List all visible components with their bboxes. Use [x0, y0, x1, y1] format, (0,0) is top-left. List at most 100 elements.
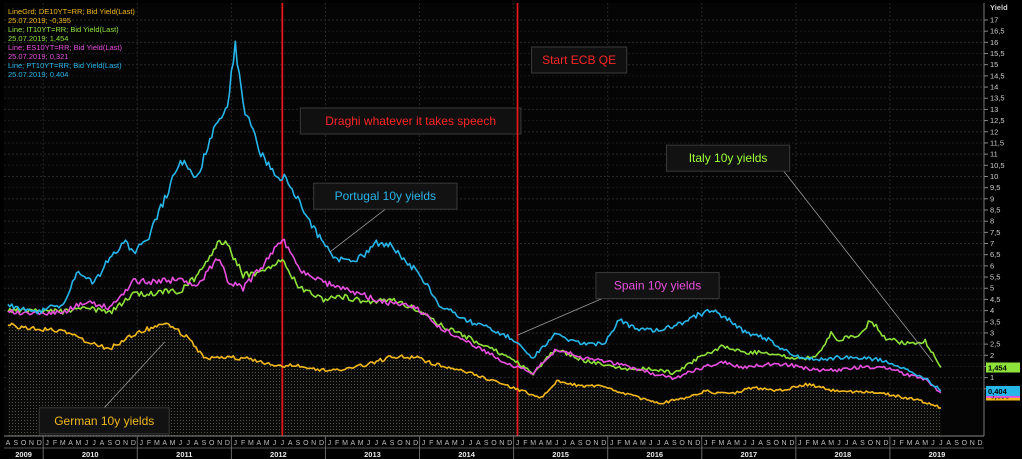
annotation-label: Spain 10y yields [614, 279, 701, 293]
legend-value: 25.07.2019; 1,454 [8, 34, 68, 43]
x-month-label: A [351, 440, 356, 447]
y-tick-label: 5 [990, 284, 994, 293]
x-year-label: 2012 [270, 450, 287, 459]
x-month-label: A [539, 440, 544, 447]
x-month-label: A [68, 440, 73, 447]
x-month-label: J [139, 440, 143, 447]
y-tick-label: 6 [990, 261, 994, 270]
y-tick-label: 2 [990, 351, 994, 360]
x-month-label: D [507, 440, 512, 447]
x-month-label: A [727, 440, 732, 447]
grid [4, 3, 984, 436]
y-tick-label: 13 [990, 105, 998, 114]
x-month-label: A [915, 440, 920, 447]
x-month-label: M [264, 440, 270, 447]
x-month-label: J [186, 440, 190, 447]
y-tick-label: 10,5 [990, 161, 1005, 170]
x-month-label: F [900, 440, 904, 447]
x-month-label: F [805, 440, 809, 447]
x-month-label: O [397, 440, 403, 447]
x-month-label: J [892, 440, 896, 447]
annotation-box [665, 144, 791, 172]
x-month-label: N [29, 440, 34, 447]
x-month-label: S [578, 440, 583, 447]
x-month-label: S [766, 440, 771, 447]
x-month-label: D [978, 440, 983, 447]
legend-value: 25.07.2019; -0,395 [8, 16, 71, 25]
x-month-label: M [546, 440, 552, 447]
x-month-label: J [469, 440, 473, 447]
x-month-label: F [147, 440, 151, 447]
y-tick-label: 4 [990, 306, 994, 315]
x-month-label: M [170, 440, 176, 447]
x-year-label: 2018 [835, 450, 852, 459]
annotation-leader [329, 208, 386, 253]
x-month-label: O [962, 440, 968, 447]
annotation-box [313, 182, 458, 210]
legend-value: 25.07.2019; 0,321 [8, 52, 68, 61]
x-month-label: J [375, 440, 379, 447]
x-month-label: A [194, 440, 199, 447]
x-month-label: M [342, 440, 348, 447]
x-month-label: F [53, 440, 57, 447]
x-month-label: J [939, 440, 943, 447]
x-month-label: O [21, 440, 27, 447]
x-year-label: 2016 [646, 450, 663, 459]
last-value-text-it: 1,454 [988, 363, 1008, 372]
x-month-label: N [970, 440, 975, 447]
y-tick-label: 12,5 [990, 116, 1005, 125]
y-tick-label: 14 [990, 83, 998, 92]
x-month-label: J [422, 440, 426, 447]
event-lines: Draghi whatever it takes speech Start ECB… [281, 3, 628, 436]
x-month-label: S [108, 440, 113, 447]
x-month-label: S [954, 440, 959, 447]
x-month-label: A [570, 440, 575, 447]
x-month-label: O [585, 440, 591, 447]
x-year-label: 2010 [82, 450, 99, 459]
x-month-label: J [798, 440, 802, 447]
x-month-label: D [789, 440, 794, 447]
x-month-label: A [382, 440, 387, 447]
y-tick-label: 11,5 [990, 138, 1004, 147]
x-month-label: M [530, 440, 536, 447]
y-tick-label: 10 [990, 172, 998, 181]
y-tick-label: 9,5 [990, 183, 1000, 192]
x-month-label: F [429, 440, 433, 447]
annotation-leader [783, 170, 934, 363]
x-month-label: S [484, 440, 489, 447]
x-month-label: M [248, 440, 254, 447]
y-tick-label: 6,5 [990, 250, 1000, 259]
x-year-label: 2019 [929, 450, 946, 459]
annotation-box [38, 407, 170, 435]
x-month-label: J [555, 440, 559, 447]
legend: LineGrd; DE10YT=RR; Bid Yield(Last)25.07… [8, 7, 135, 79]
annotation-label: Portugal 10y yields [335, 189, 436, 203]
x-month-label: J [610, 440, 614, 447]
x-month-label: M [154, 440, 160, 447]
x-month-label: S [672, 440, 677, 447]
x-month-label: A [162, 440, 167, 447]
x-month-label: J [273, 440, 277, 447]
y-tick-label: 7 [990, 239, 994, 248]
x-month-label: M [624, 440, 630, 447]
series-line-de [7, 322, 942, 409]
annotation-label: Italy 10y yields [689, 151, 768, 165]
x-month-label: D [319, 440, 324, 447]
x-month-label: D [413, 440, 418, 447]
x-month-label: A [288, 440, 293, 447]
x-month-label: M [358, 440, 364, 447]
x-month-label: D [883, 440, 888, 447]
x-month-label: J [704, 440, 708, 447]
x-year-label: 2014 [458, 450, 476, 459]
x-month-label: J [45, 440, 49, 447]
x-month-label: F [617, 440, 621, 447]
x-month-label: D [131, 440, 136, 447]
x-month-label: J [837, 440, 841, 447]
series-line-es [7, 238, 942, 394]
x-month-label: O [115, 440, 121, 447]
x-month-label: J [649, 440, 653, 447]
event-label-box [299, 107, 522, 135]
y-tick-label: 16,5 [990, 27, 1005, 36]
y-axis-label: Yield [990, 3, 1008, 12]
